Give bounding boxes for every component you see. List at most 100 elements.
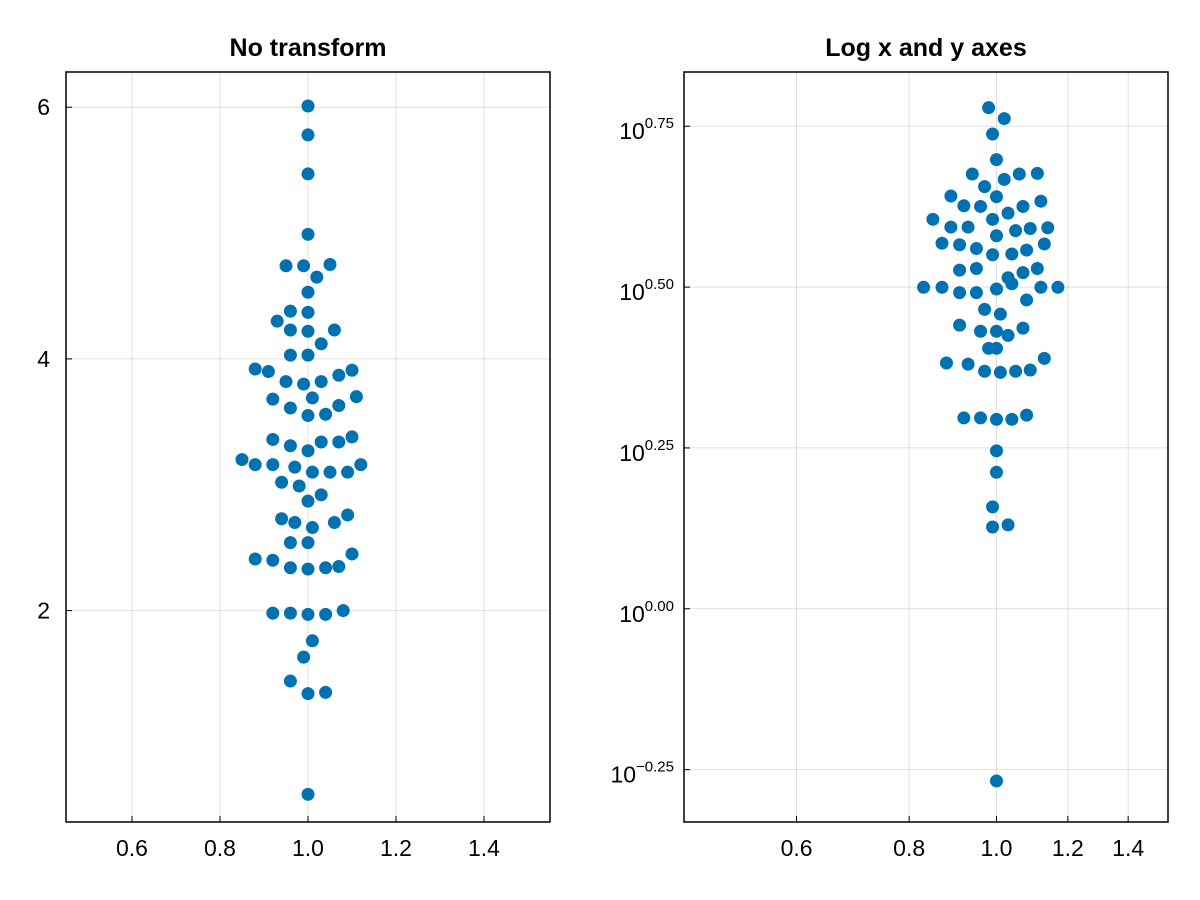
scatter-point — [266, 553, 280, 567]
scatter-point — [283, 674, 297, 688]
scatter-point — [1041, 221, 1055, 235]
scatter-point — [986, 520, 1000, 534]
scatter-point — [301, 128, 315, 142]
x-tick-label: 1.4 — [468, 835, 500, 861]
scatter-point — [319, 407, 333, 421]
scatter-point — [336, 604, 350, 618]
scatter-point — [1034, 280, 1048, 294]
scatter-point — [961, 220, 975, 234]
scatter-point — [1023, 363, 1037, 377]
scatter-point — [957, 411, 971, 425]
x-tick-label: 0.8 — [893, 835, 925, 861]
scatter-point — [301, 787, 315, 801]
scatter-point — [957, 199, 971, 213]
scatter-point — [1037, 237, 1051, 251]
scatter-point — [974, 199, 988, 213]
scatter-point — [1016, 199, 1030, 213]
scatter-point — [1001, 518, 1015, 532]
scatter-point — [283, 439, 297, 453]
scatter-point — [301, 409, 315, 423]
scatter-point — [283, 304, 297, 318]
scatter-point — [1001, 328, 1015, 342]
scatter-point — [989, 444, 1003, 458]
y-tick-label: 100.00 — [619, 598, 674, 627]
scatter-point — [1034, 194, 1048, 208]
plot-frame — [683, 71, 1169, 823]
scatter-point — [986, 500, 1000, 514]
scatter-point — [917, 280, 931, 294]
scatter-point — [944, 189, 958, 203]
scatter-point — [266, 432, 280, 446]
scatter-point — [332, 435, 346, 449]
scatter-point — [301, 167, 315, 181]
x-tick-label: 0.6 — [116, 835, 148, 861]
scatter-point — [283, 401, 297, 415]
scatter-point — [989, 465, 1003, 479]
scatter-point — [266, 458, 280, 472]
scatter-point — [279, 375, 293, 389]
scatter-point — [345, 547, 359, 561]
scatter-point — [993, 307, 1007, 321]
scatter-point — [327, 323, 341, 337]
scatter-point — [235, 453, 249, 467]
y-tick-base: 10 — [619, 279, 645, 305]
scatter-point — [997, 112, 1011, 126]
scatter-point — [978, 364, 992, 378]
scatter-point — [1037, 351, 1051, 365]
scatter-point — [1012, 167, 1026, 181]
scatter-point — [939, 356, 953, 370]
scatter-point — [989, 324, 1003, 338]
scatter-point — [279, 259, 293, 273]
scatter-point — [248, 458, 262, 472]
y-tick-exponent: −0.25 — [636, 759, 674, 776]
scatter-point — [969, 242, 983, 256]
scatter-point — [305, 634, 319, 648]
x-tick-label: 1.4 — [1112, 835, 1144, 861]
x-tick-label: 0.6 — [781, 835, 813, 861]
scatter-point — [319, 685, 333, 699]
scatter-point — [1020, 243, 1034, 257]
scatter-point — [275, 512, 289, 526]
scatter-point — [989, 229, 1003, 243]
scatter-point — [283, 323, 297, 337]
scatter-point — [305, 465, 319, 479]
scatter-point — [935, 236, 949, 250]
scatter-point — [1020, 408, 1034, 422]
y-tick-label: 100.75 — [619, 115, 674, 144]
scatter-point — [1020, 293, 1034, 307]
y-tick-base: 10 — [610, 762, 636, 788]
scatter-point — [1005, 277, 1019, 291]
panel-log-axes: Log x and y axes 0.6 0.8 1.0 1.2 1.4 100.75 100… — [610, 34, 1169, 861]
y-tick-label: 2 — [37, 598, 50, 624]
scatter-point — [248, 552, 262, 566]
scatter-point — [332, 368, 346, 382]
scatter-point — [974, 324, 988, 338]
scatter-point — [301, 285, 315, 299]
scatter-point — [1030, 166, 1044, 180]
scatter-point — [301, 687, 315, 701]
scatter-point — [323, 465, 337, 479]
scatter-point — [1005, 247, 1019, 261]
scatter-point — [978, 180, 992, 194]
scatter-point — [926, 212, 940, 226]
scatter-point — [310, 270, 324, 284]
scatter-point — [993, 365, 1007, 379]
scatter-point — [323, 258, 337, 272]
scatter-point — [314, 488, 328, 502]
x-tick-label: 1.2 — [1052, 835, 1084, 861]
scatter-point — [266, 606, 280, 620]
scatter-point — [301, 444, 315, 458]
panel-no-transform: No transform 0.6 0.8 1.0 1.2 1.4 2 4 6 — [37, 34, 551, 861]
chart-title: No transform — [230, 34, 387, 62]
scatter-point — [953, 263, 967, 277]
plot-frame — [65, 71, 551, 823]
x-tick-label: 1.0 — [980, 835, 1012, 861]
scatter-point — [935, 280, 949, 294]
chart-title: Log x and y axes — [825, 34, 1026, 62]
scatter-point — [301, 99, 315, 113]
scatter-point — [989, 153, 1003, 167]
scatter-point — [301, 227, 315, 241]
scatter-point — [1023, 221, 1037, 235]
scatter-point — [349, 390, 363, 404]
